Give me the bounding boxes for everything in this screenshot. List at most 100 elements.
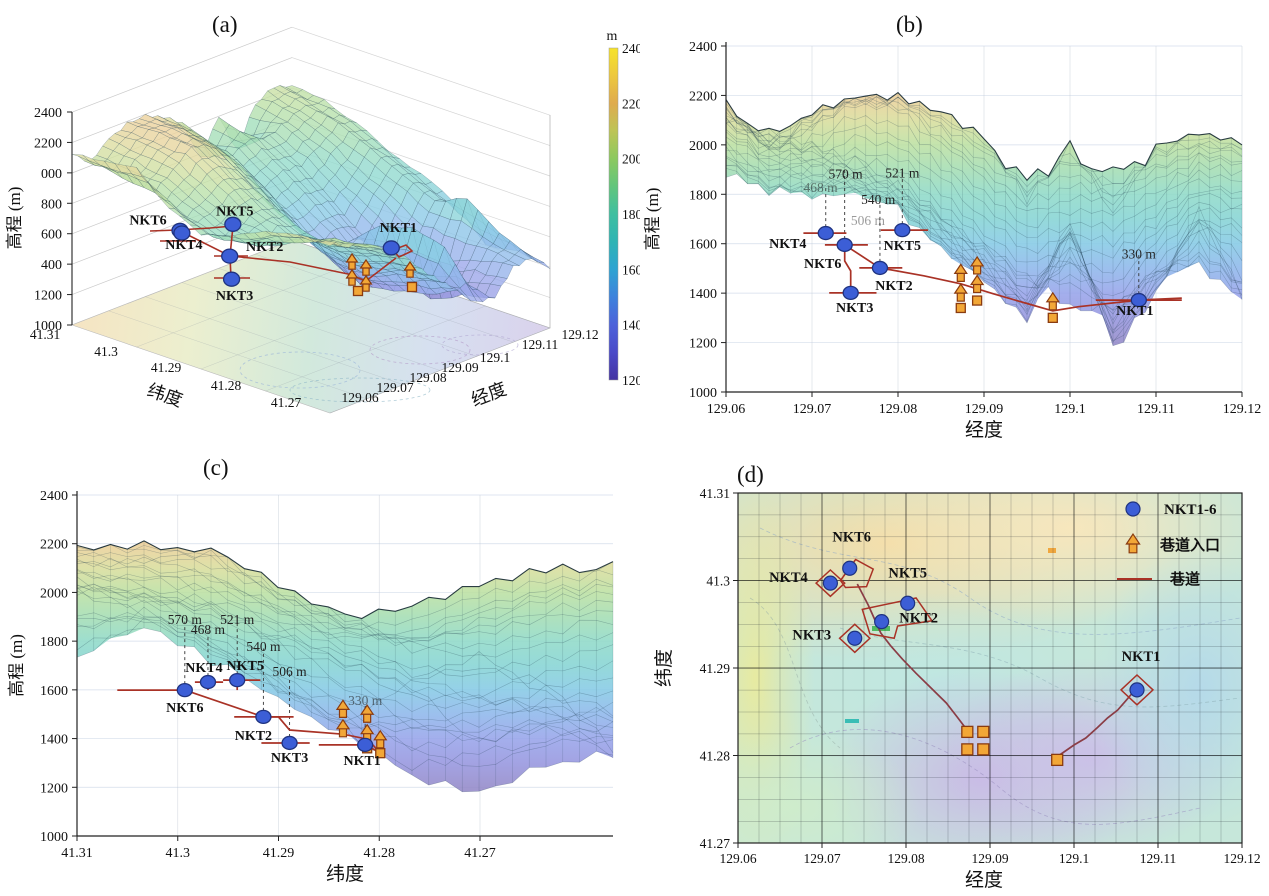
depth-annotation: 570 m [828,166,863,181]
depth-annotation: 540 m [246,639,281,654]
station-label: NKT6 [804,257,841,272]
tunnel-entrance-square [955,302,966,314]
z-tick-label: 1200 [34,289,62,304]
y-tick-label: 1600 [689,238,717,253]
station-label: NKT1 [1122,649,1161,665]
x-tick-label: 41.27 [464,846,496,861]
tunnel-entrance-square [961,743,974,756]
station-label: NKT6 [129,213,166,228]
x-tick-label: 41.3 [166,846,191,861]
tunnel-line [843,244,852,293]
x-tick-label: 129.12 [1223,851,1260,866]
depth-annotation: 540 m [861,192,896,207]
y-tick-label: 1000 [689,386,717,401]
lon-tick-label: 129.1 [480,350,510,365]
legend-label-stations: NKT1-6 [1164,502,1217,518]
x-tick-label: 129.1 [1059,851,1089,866]
lon-axis-label: 经度 [468,379,509,411]
depth-annotation: 330 m [348,693,383,708]
y-tick-label: 41.29 [700,661,731,676]
depth-annotation: 521 m [885,165,920,180]
x-tick-label: 129.06 [707,402,746,417]
tunnel-loop [838,623,872,654]
x-tick-label: 129.06 [719,851,756,866]
station-label: NKT4 [185,661,222,676]
x-axis-label: 经度 [965,419,1003,441]
y-tick-label: 2400 [689,40,717,55]
depth-annotation: 330 m [1122,247,1157,262]
tunnel-entrance-icon [359,258,373,276]
x-tick-label: 129.11 [1140,851,1177,866]
station-label: NKT2 [235,729,272,744]
station-marker [229,672,246,688]
panel-d-map-view: 129.06 129.07 129.08 129.09 129.1 129.11 129.1… [653,486,1261,891]
panel-letter-b: (b) [896,12,923,37]
legend-station-icon [1125,501,1141,517]
station-label: NKT5 [227,659,264,674]
depth-annotation: 468 m [804,180,839,195]
y-tick-label: 1800 [40,635,68,650]
y-tick-label: 1400 [689,287,717,302]
station-label: NKT2 [246,240,283,255]
x-tick-label: 129.08 [887,851,924,866]
tunnel-entrance-icon [345,252,359,270]
tunnel-entrance-icon [1125,533,1141,554]
colorbar-tick: 2400 [622,41,640,56]
station-marker [1129,682,1145,698]
tunnel-loop [1119,673,1155,706]
lat-tick-label: 41.28 [211,378,242,393]
lat-tick-label: 41.3 [94,344,118,359]
station-label: NKT3 [271,751,308,766]
y-tick-label: 41.31 [700,486,730,501]
panel-letter-d: (d) [737,462,764,487]
tunnel-entrance-icon [373,729,388,749]
station-marker [173,225,191,241]
z-tick-label: 800 [41,197,62,212]
tunnel-entrance-icon [1045,291,1060,311]
y-axis-label: 纬度 [653,649,675,687]
tunnel-entrance-square [977,725,990,739]
z-tick-label: 600 [41,228,62,243]
tunnel-entrance-square [352,285,364,297]
tunnel-line [856,583,968,730]
station-label: NKT6 [832,529,871,545]
x-tick-label: 129.07 [803,851,840,866]
y-tick-label: 1800 [689,188,717,203]
lat-tick-label: 41.29 [151,360,182,375]
x-axis-label: 经度 [965,869,1003,891]
lat-axis-label: 纬度 [145,380,186,411]
station-label: NKT4 [769,570,808,586]
z-tick-label: 2200 [34,136,62,151]
tunnel-line [1058,691,1134,757]
x-tick-label: 41.31 [61,846,93,861]
x-tick-label: 129.09 [965,402,1004,417]
lon-tick-label: 129.07 [376,380,413,395]
x-tick-label: 129.12 [1223,402,1262,417]
tunnel-entrance-square [1047,312,1058,324]
y-tick-label: 1600 [40,684,68,699]
lon-tick-label: 129.12 [561,327,598,342]
z-tick-label: 000 [41,167,62,182]
y-tick-label: 2400 [40,489,68,504]
tunnel-entrance-icon [969,274,985,294]
station-marker [847,630,863,646]
depth-annotation: 506 m [273,664,308,679]
y-axis-label: 高程 (m) [643,188,662,251]
tunnel-entrance-square [1051,753,1064,767]
tunnel-loop [861,597,934,640]
z-tick-label: 400 [41,258,62,273]
depth-annotation: 570 m [168,612,203,627]
station-label: NKT1 [343,754,380,769]
y-tick-label: 1000 [40,830,68,845]
station-marker [221,248,239,264]
tunnel-entrance-icon [953,263,968,282]
lon-tick-label: 129.08 [409,370,446,385]
legend-label-tunnel: 巷道 [1169,570,1200,588]
panel-letter-c: (c) [203,455,229,480]
y-tick-label: 2200 [40,538,68,553]
station-label: NKT3 [792,627,831,643]
station-marker [255,709,272,725]
tunnel-entrance-icon [969,255,985,275]
lat-tick-label: 41.31 [30,327,60,342]
